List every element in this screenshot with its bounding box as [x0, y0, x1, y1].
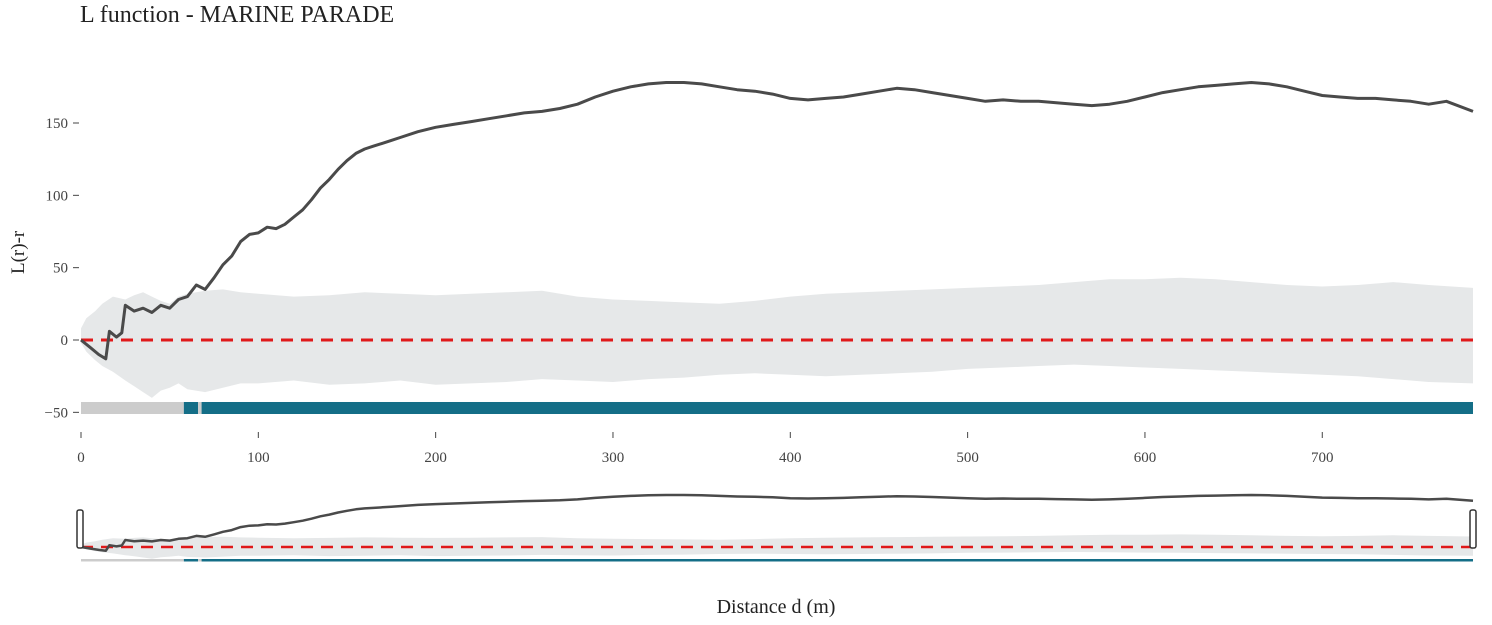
range-observed-line: [80, 493, 1474, 553]
x-tick-label-3: 300: [602, 450, 625, 466]
x-tick-label-6: 600: [1134, 450, 1157, 466]
range-handle-right[interactable]: [1469, 509, 1477, 549]
x-tick-label-5: 500: [956, 450, 979, 466]
range-indicator-segment-3: [201, 559, 1473, 562]
y-tick-label-2: 50: [53, 261, 68, 277]
observed-line: [80, 81, 1474, 361]
x-tick-label-4: 400: [779, 450, 802, 466]
range-handle-left[interactable]: [76, 509, 84, 549]
x-axis-label: Distance d (m): [716, 596, 836, 618]
y-tick-label-1: 0: [61, 333, 69, 349]
x-tick-label-2: 200: [424, 450, 447, 466]
y-tick-label-3: 100: [46, 188, 69, 204]
x-tick-label-0: 0: [77, 450, 85, 466]
range-indicator-segment-0: [81, 559, 184, 562]
x-tick-label-1: 100: [247, 450, 270, 466]
indicator-segment-2: [198, 401, 202, 414]
range-envelope-band: [81, 534, 1473, 559]
chart-title: L function - MARINE PARADE: [80, 2, 395, 28]
y-tick-label-0: −50: [45, 405, 68, 421]
envelope-band: [81, 277, 1473, 398]
indicator-segment-3: [201, 401, 1473, 414]
y-tick-label-4: 150: [46, 116, 69, 132]
indicator-segment-0: [81, 401, 184, 414]
range-indicator-segment-1: [183, 559, 199, 562]
range-indicator-segment-2: [198, 559, 202, 562]
x-tick-label-7: 700: [1311, 450, 1334, 466]
indicator-segment-1: [183, 401, 199, 414]
